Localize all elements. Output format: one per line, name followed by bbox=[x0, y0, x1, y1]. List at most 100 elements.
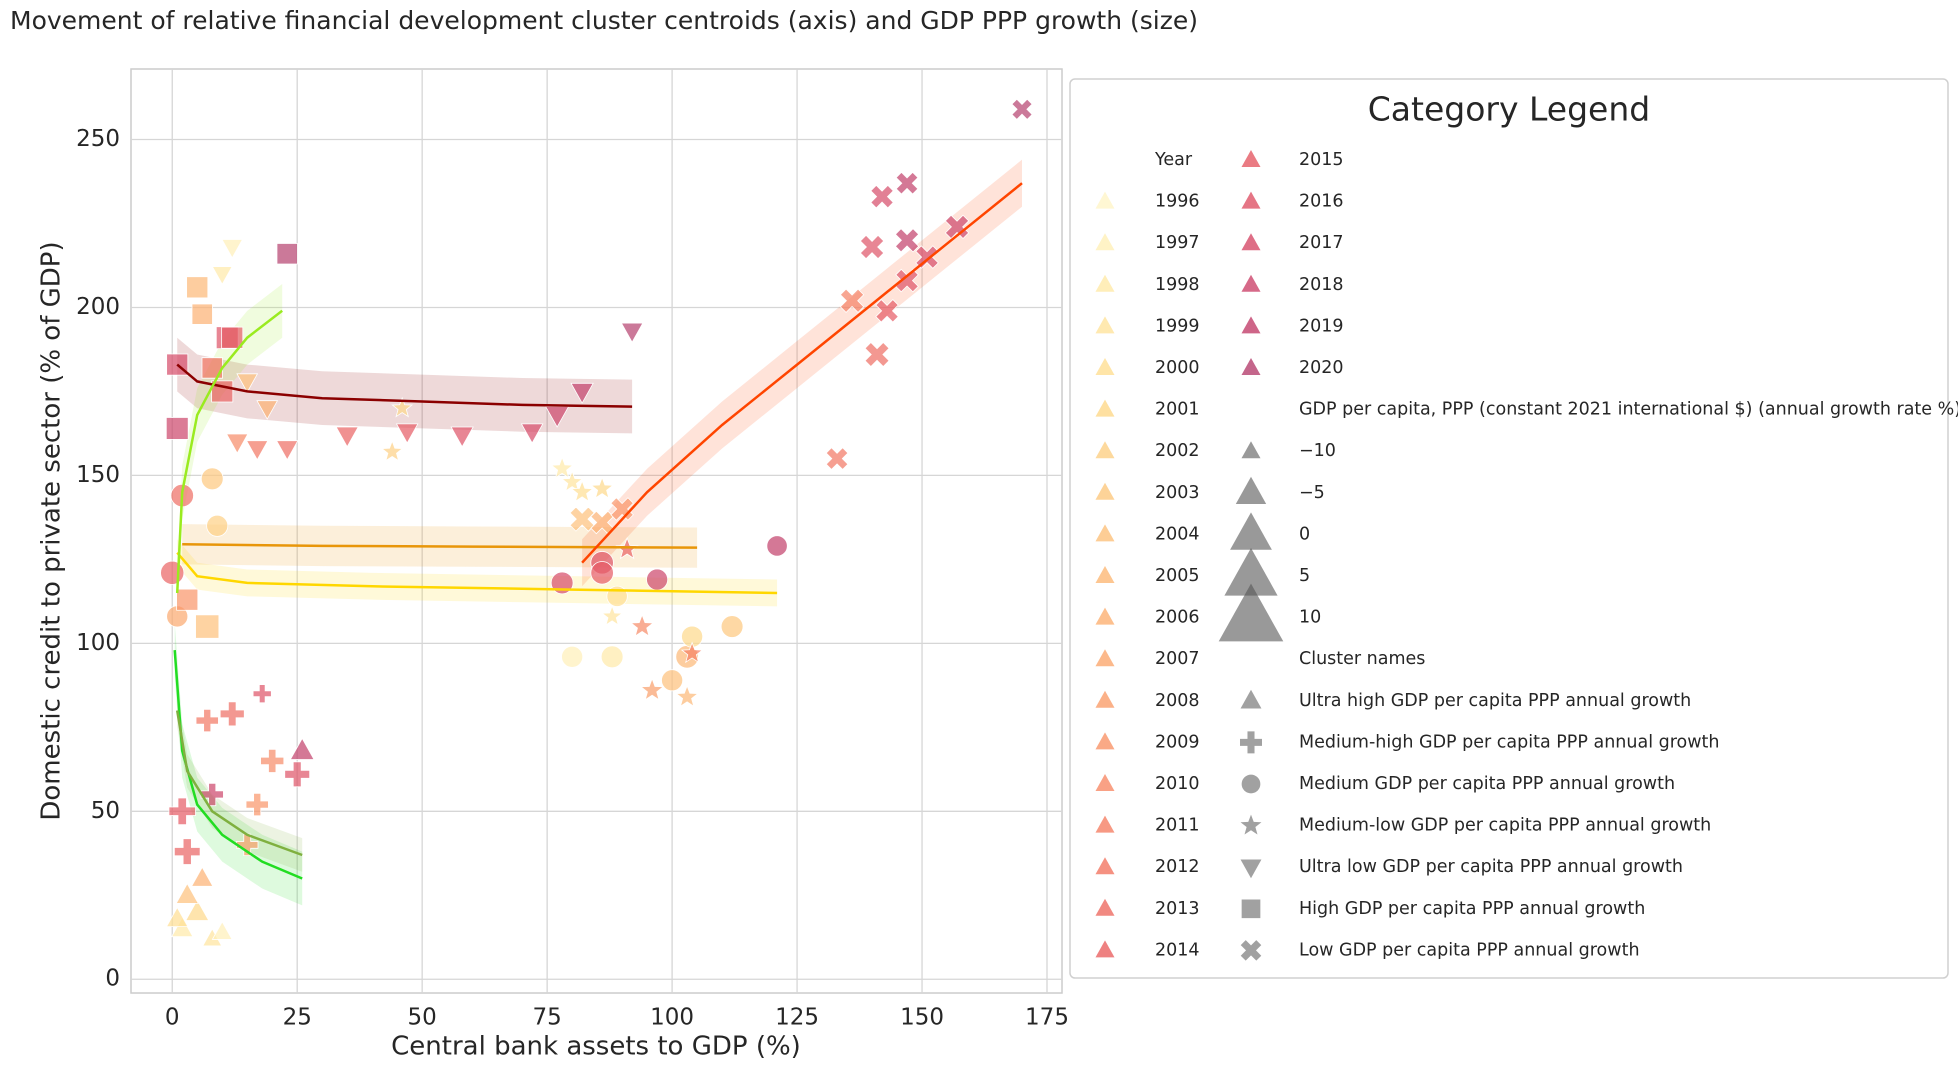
legend-label: 2002 bbox=[1155, 441, 1200, 461]
data-point bbox=[620, 322, 644, 343]
legend-label: 1998 bbox=[1155, 275, 1200, 295]
data-point bbox=[221, 239, 244, 259]
legend-label: 2010 bbox=[1155, 774, 1200, 794]
data-point bbox=[195, 709, 219, 733]
confidence-band bbox=[174, 623, 303, 906]
data-point bbox=[590, 476, 614, 499]
x-tick-label: 0 bbox=[165, 1005, 180, 1031]
data-point bbox=[200, 782, 224, 807]
data-point bbox=[176, 588, 199, 611]
legend-marker bbox=[1241, 774, 1261, 794]
data-point bbox=[219, 701, 245, 727]
legend-marker bbox=[1095, 233, 1115, 251]
data-point bbox=[380, 439, 404, 462]
legend-marker bbox=[1095, 358, 1115, 375]
legend-label: 2017 bbox=[1299, 233, 1344, 253]
legend-marker bbox=[1095, 566, 1115, 583]
legend-label: 1997 bbox=[1155, 233, 1200, 253]
x-axis-label: Central bank assets to GDP (%) bbox=[391, 1032, 801, 1062]
legend-label: 1996 bbox=[1155, 192, 1200, 212]
confidence-band bbox=[177, 693, 303, 872]
legend-label: 2001 bbox=[1155, 400, 1200, 420]
trend-line bbox=[175, 309, 283, 594]
legend-marker bbox=[1241, 191, 1261, 209]
data-point bbox=[170, 916, 194, 938]
legend-marker bbox=[1241, 358, 1261, 375]
data-point bbox=[639, 677, 665, 701]
data-point bbox=[560, 470, 584, 492]
legend-marker bbox=[1095, 857, 1115, 875]
legend-label: 2006 bbox=[1155, 608, 1200, 628]
data-point bbox=[289, 737, 315, 760]
data-point bbox=[185, 899, 210, 921]
legend-label: 5 bbox=[1299, 566, 1310, 586]
data-point bbox=[646, 568, 669, 591]
legend-marker bbox=[1240, 814, 1262, 835]
data-point bbox=[165, 906, 189, 928]
legend-label: 2000 bbox=[1155, 358, 1200, 378]
legend-marker bbox=[1240, 689, 1262, 709]
legend-label: 2004 bbox=[1155, 524, 1200, 544]
legend-label: 2009 bbox=[1155, 732, 1200, 752]
data-point bbox=[661, 669, 684, 692]
y-tick-label: 250 bbox=[76, 126, 120, 152]
legend-label: 2005 bbox=[1155, 566, 1200, 586]
data-point bbox=[260, 748, 285, 773]
data-point bbox=[225, 433, 249, 454]
legend-label: 2019 bbox=[1299, 316, 1344, 336]
x-tick-label: 25 bbox=[283, 1005, 312, 1031]
legend-marker bbox=[1095, 274, 1115, 292]
data-point bbox=[191, 303, 213, 325]
legend-marker bbox=[1095, 482, 1115, 500]
legend-box bbox=[1069, 78, 1949, 979]
data-point bbox=[675, 684, 699, 708]
data-point bbox=[895, 171, 919, 195]
legend-label: 2014 bbox=[1155, 940, 1200, 960]
data-point bbox=[245, 792, 269, 817]
data-point bbox=[600, 645, 624, 669]
data-point bbox=[569, 506, 595, 532]
data-point bbox=[165, 417, 189, 440]
legend-marker bbox=[1095, 940, 1115, 958]
data-point bbox=[206, 514, 229, 537]
legend-marker bbox=[1095, 316, 1115, 334]
trend-line bbox=[176, 363, 633, 408]
legend-marker bbox=[1095, 191, 1115, 209]
data-point bbox=[395, 423, 419, 444]
legend-marker bbox=[1095, 732, 1115, 750]
legend-marker bbox=[1224, 548, 1278, 596]
data-point bbox=[221, 326, 244, 349]
confidence-band bbox=[177, 337, 633, 434]
legend-label: 2015 bbox=[1299, 150, 1344, 170]
data-point bbox=[720, 615, 744, 638]
data-point bbox=[550, 456, 574, 479]
legend-label: 2012 bbox=[1155, 857, 1200, 877]
data-point bbox=[160, 560, 185, 585]
legend-marker bbox=[1240, 859, 1262, 879]
data-point bbox=[211, 921, 233, 940]
x-tick-label: 175 bbox=[1025, 1005, 1069, 1031]
legend-label: Low GDP per capita PPP annual growth bbox=[1299, 940, 1640, 960]
legend-marker bbox=[1241, 233, 1261, 251]
data-point bbox=[870, 184, 894, 209]
data-point bbox=[173, 838, 201, 865]
legend-marker bbox=[1240, 940, 1262, 961]
data-point bbox=[590, 510, 614, 535]
data-point bbox=[335, 426, 359, 448]
data-point bbox=[915, 245, 939, 269]
chart-title: Movement of relative financial developme… bbox=[10, 6, 1198, 35]
data-point bbox=[201, 357, 223, 379]
data-point bbox=[195, 614, 220, 639]
legend-label: 2020 bbox=[1299, 358, 1344, 378]
legend-marker bbox=[1218, 583, 1284, 642]
data-point bbox=[276, 243, 298, 265]
data-point bbox=[859, 234, 885, 260]
legend-label: High GDP per capita PPP annual growth bbox=[1299, 899, 1645, 919]
trend-line bbox=[176, 551, 778, 595]
legend-label: 2007 bbox=[1155, 649, 1200, 669]
data-point bbox=[236, 373, 259, 393]
data-point bbox=[186, 276, 209, 299]
data-point bbox=[520, 423, 544, 444]
